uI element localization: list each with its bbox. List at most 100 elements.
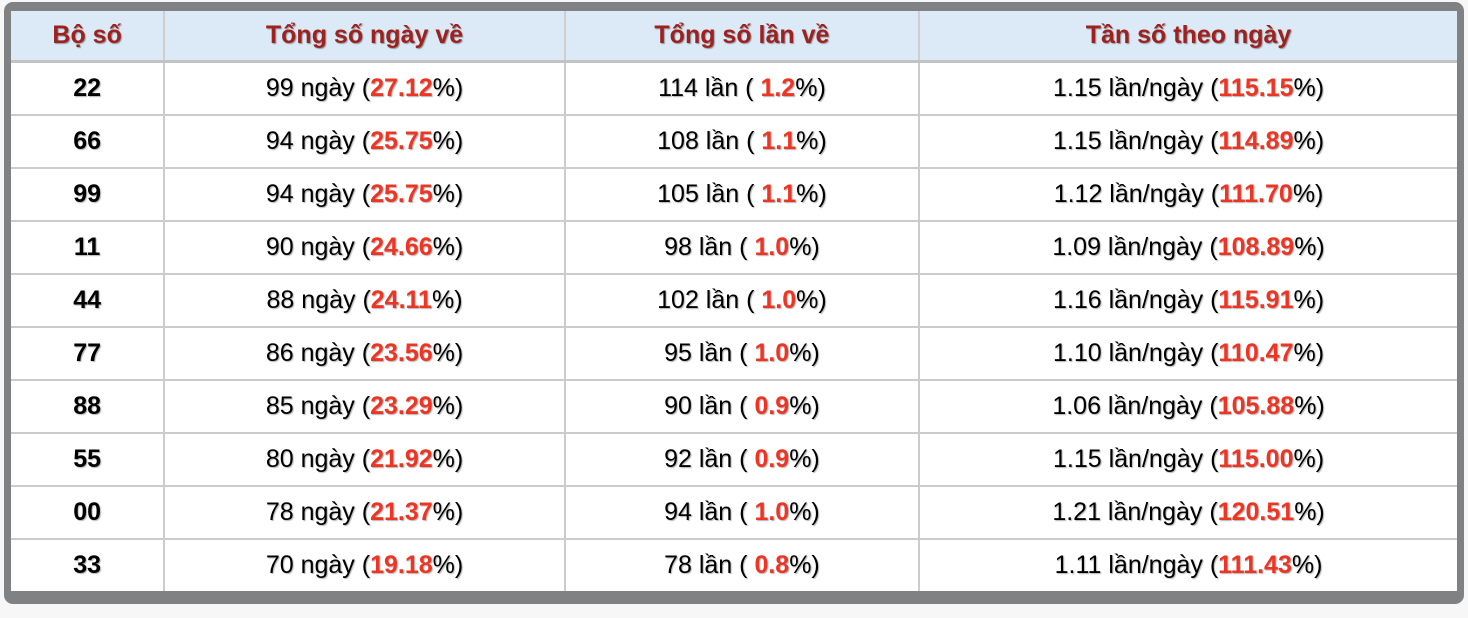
percent-close: %)	[1292, 180, 1324, 208]
freq-cell: 1.15 lần/ngày (115.15%)	[919, 61, 1457, 116]
days-cell: 88 ngày (24.11%)	[164, 274, 566, 328]
freq-text: 1.09 lần/ngày (	[1052, 233, 1218, 261]
percent-close: %)	[432, 445, 464, 473]
percent-close: %)	[432, 498, 464, 526]
times-percent: 1.0	[754, 498, 790, 526]
freq-cell: 1.12 lần/ngày (111.70%)	[919, 168, 1457, 222]
percent-close: %)	[789, 551, 820, 579]
days-text: 78 ngày (	[265, 498, 371, 526]
freq-text: 1.06 lần/ngày (	[1052, 392, 1218, 420]
table-row: 88 85 ngày (23.29%) 90 lần ( 0.9%) 1.06 …	[11, 380, 1457, 434]
freq-cell: 1.09 lần/ngày (108.89%)	[919, 221, 1457, 275]
percent-close: %)	[1293, 127, 1325, 155]
freq-cell: 1.15 lần/ngày (115.00%)	[919, 433, 1457, 487]
days-text: 80 ngày (	[265, 445, 371, 473]
column-header-pair: Bộ số	[11, 11, 166, 63]
times-percent: 1.1	[761, 180, 797, 208]
times-percent: 0.9	[754, 445, 790, 473]
days-cell: 85 ngày (23.29%)	[164, 380, 566, 434]
percent-close: %)	[432, 392, 464, 420]
freq-text: 1.10 lần/ngày (	[1053, 339, 1219, 367]
times-cell: 98 lần ( 1.0%)	[564, 221, 921, 275]
percent-close: %)	[1293, 74, 1325, 102]
percent-close: %)	[796, 286, 827, 314]
times-text: 94 lần (	[664, 498, 755, 526]
freq-percent: 111.70	[1219, 180, 1293, 208]
times-text: 90 lần (	[664, 392, 755, 420]
percent-close: %)	[431, 286, 463, 314]
percent-close: %)	[432, 233, 464, 261]
days-cell: 99 ngày (27.12%)	[164, 61, 566, 116]
times-text: 95 lần (	[664, 339, 755, 367]
days-percent: 21.92	[370, 445, 433, 473]
percent-close: %)	[1294, 392, 1325, 420]
days-percent: 25.75	[370, 180, 433, 208]
freq-cell: 1.21 lần/ngày (120.51%)	[919, 486, 1457, 540]
table-row: 33 70 ngày (19.18%) 78 lần ( 0.8%) 1.11 …	[11, 539, 1457, 591]
percent-close: %)	[1293, 445, 1325, 473]
percent-close: %)	[432, 127, 464, 155]
percent-close: %)	[789, 392, 820, 420]
percent-close: %)	[789, 498, 820, 526]
days-percent: 21.37	[370, 498, 433, 526]
freq-text: 1.12 lần/ngày (	[1053, 180, 1220, 208]
freq-percent: 115.91	[1218, 286, 1294, 314]
percent-close: %)	[1294, 233, 1325, 261]
column-header-freq: Tần số theo ngày	[919, 11, 1457, 63]
times-cell: 102 lần ( 1.0%)	[564, 274, 921, 328]
days-percent: 25.75	[370, 127, 433, 155]
days-cell: 94 ngày (25.75%)	[164, 168, 566, 222]
times-cell: 114 lần ( 1.2%)	[564, 61, 921, 116]
times-cell: 105 lần ( 1.1%)	[564, 168, 921, 222]
table-row: 11 90 ngày (24.66%) 98 lần ( 1.0%) 1.09 …	[11, 221, 1457, 275]
times-text: 98 lần (	[664, 233, 755, 261]
times-cell: 94 lần ( 1.0%)	[564, 486, 921, 540]
percent-close: %)	[1291, 551, 1323, 579]
times-text: 92 lần (	[664, 445, 755, 473]
days-cell: 90 ngày (24.66%)	[164, 221, 566, 275]
times-text: 78 lần (	[664, 551, 755, 579]
times-percent: 1.1	[761, 127, 797, 155]
percent-close: %)	[432, 551, 464, 579]
percent-close: %)	[789, 339, 820, 367]
pair-cell: 66	[11, 115, 166, 169]
freq-text: 1.11 lần/ngày (	[1054, 551, 1219, 579]
freq-percent: 115.15	[1218, 74, 1294, 102]
days-text: 85 ngày (	[265, 392, 371, 420]
table-row: 77 86 ngày (23.56%) 95 lần ( 1.0%) 1.10 …	[11, 327, 1457, 381]
pair-cell: 55	[11, 433, 166, 487]
pair-cell: 99	[11, 168, 166, 222]
column-header-days: Tổng số ngày về	[164, 11, 566, 63]
pair-cell: 22	[11, 61, 166, 116]
freq-cell: 1.06 lần/ngày (105.88%)	[919, 380, 1457, 434]
freq-percent: 105.88	[1217, 392, 1295, 420]
pair-cell: 77	[11, 327, 166, 381]
percent-close: %)	[789, 233, 820, 261]
percent-close: %)	[1294, 498, 1325, 526]
times-percent: 1.2	[760, 74, 796, 102]
times-percent: 1.0	[754, 339, 790, 367]
days-percent: 27.12	[370, 74, 433, 102]
times-cell: 95 lần ( 1.0%)	[564, 327, 921, 381]
percent-close: %)	[795, 74, 826, 102]
days-cell: 80 ngày (21.92%)	[164, 433, 566, 487]
times-text: 114 lần (	[658, 74, 761, 102]
lottery-pair-frequency-table: Bộ số Tổng số ngày về Tổng số lần về Tần…	[11, 11, 1457, 591]
freq-cell: 1.15 lần/ngày (114.89%)	[919, 115, 1457, 169]
days-cell: 70 ngày (19.18%)	[164, 539, 566, 591]
days-percent: 19.18	[370, 551, 433, 579]
percent-close: %)	[432, 74, 464, 102]
percent-close: %)	[432, 339, 464, 367]
days-cell: 94 ngày (25.75%)	[164, 115, 566, 169]
freq-percent: 108.89	[1217, 233, 1295, 261]
days-percent: 24.11	[370, 286, 432, 314]
times-text: 105 lần (	[657, 180, 762, 208]
times-cell: 78 lần ( 0.8%)	[564, 539, 921, 591]
times-cell: 90 lần ( 0.9%)	[564, 380, 921, 434]
days-text: 70 ngày (	[265, 551, 371, 579]
table-body: 22 99 ngày (27.12%) 114 lần ( 1.2%) 1.15…	[11, 61, 1457, 591]
percent-close: %)	[432, 180, 464, 208]
percent-close: %)	[796, 127, 827, 155]
freq-text: 1.15 lần/ngày (	[1053, 127, 1219, 155]
